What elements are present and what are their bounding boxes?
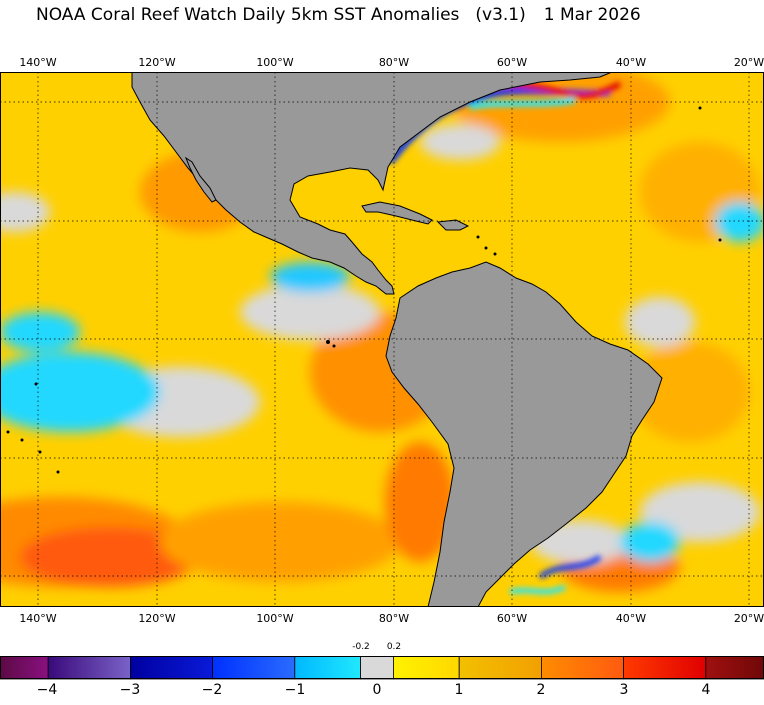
top-lon-label-140w: 140°W	[19, 56, 57, 69]
land-north-central-america	[131, 72, 613, 295]
title-product: NOAA Coral Reef Watch Daily 5km SST Anom…	[36, 5, 460, 25]
colorbar-segment	[393, 656, 460, 680]
colorbar-tick-neg1: −1	[284, 682, 306, 698]
land	[131, 72, 663, 607]
colorbar	[0, 656, 764, 680]
colorbar-tick-4: 4	[701, 682, 711, 698]
colorbar-tick-1: 1	[454, 682, 464, 698]
top-lon-label-60w: 60°W	[496, 56, 528, 69]
map-title: NOAA Coral Reef Watch Daily 5km SST Anom…	[36, 5, 641, 25]
colorbar-tick-2: 2	[536, 682, 546, 698]
colorbar-segment	[623, 656, 707, 680]
top-lon-label-20w: 20°W	[733, 56, 764, 69]
land-south-america	[385, 261, 663, 607]
land-baja	[184, 156, 217, 203]
colorbar-segments	[0, 656, 764, 680]
bottom-lon-label-20w: 20°W	[733, 612, 764, 625]
top-lon-label-80w: 80°W	[378, 56, 410, 69]
bottom-lon-label-120w: 120°W	[138, 612, 176, 625]
colorbar-tick-0: 0	[372, 682, 382, 698]
colorbar-segment	[47, 656, 131, 680]
bottom-lon-label-100w: 100°W	[256, 612, 294, 625]
land-cuba	[361, 201, 433, 225]
colorbar-tick-3: 3	[619, 682, 629, 698]
bottom-lon-label-60w: 60°W	[496, 612, 528, 625]
colorbar-label-neg02: -0.2	[352, 642, 370, 652]
title-version: (v3.1)	[475, 5, 526, 25]
colorbar-tick-neg2: −2	[201, 682, 223, 698]
colorbar-segment	[360, 656, 394, 680]
graticule	[0, 72, 764, 607]
colorbar-segment	[458, 656, 542, 680]
colorbar-segment	[705, 656, 764, 680]
colorbar-segment	[294, 656, 361, 680]
bottom-lon-label-140w: 140°W	[19, 612, 57, 625]
top-lon-label-100w: 100°W	[256, 56, 294, 69]
top-lon-label-40w: 40°W	[615, 56, 647, 69]
colorbar-segment	[0, 656, 49, 680]
colorbar-segment	[212, 656, 296, 680]
top-lon-label-120w: 120°W	[138, 56, 176, 69]
sst-anomaly-map	[0, 72, 764, 607]
colorbar-segment	[541, 656, 625, 680]
colorbar-label-pos02: 0.2	[386, 642, 402, 652]
land-hispaniola	[436, 219, 470, 231]
bottom-lon-label-80w: 80°W	[378, 612, 410, 625]
colorbar-segment	[129, 656, 213, 680]
colorbar-tick-neg3: −3	[119, 682, 141, 698]
title-date: 1 Mar 2026	[543, 5, 641, 25]
islands	[6, 106, 722, 474]
bottom-lon-label-40w: 40°W	[615, 612, 647, 625]
colorbar-tick-neg4: −4	[36, 682, 58, 698]
